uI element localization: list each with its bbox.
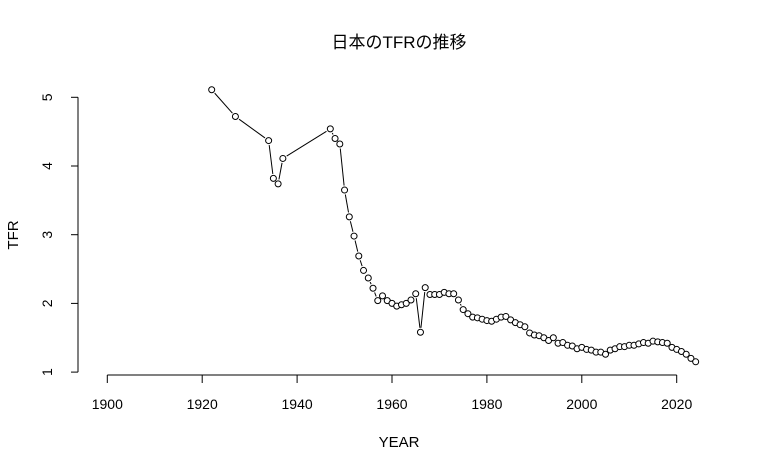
data-point: [331, 135, 339, 143]
line-segment: [349, 221, 354, 232]
data-point: [416, 328, 424, 336]
data-point: [663, 339, 671, 347]
data-point: [687, 354, 695, 362]
x-axis-label: YEAR: [379, 434, 420, 451]
x-tick-label: 2000: [566, 396, 597, 412]
data-point: [549, 334, 557, 342]
connecting-line-segments: [214, 92, 462, 328]
data-point: [269, 174, 277, 182]
data-point: [336, 140, 344, 148]
y-tick-label: 4: [39, 162, 55, 170]
line-segment: [331, 132, 334, 135]
line-segment: [268, 144, 274, 174]
line-segment: [354, 240, 359, 252]
data-point: [231, 113, 239, 121]
data-point: [279, 154, 287, 162]
line-segment: [420, 292, 426, 328]
x-tick-label: 2020: [661, 396, 692, 412]
line-segment: [415, 298, 421, 328]
data-point: [421, 284, 429, 292]
y-axis: 1 2 3 4 5: [39, 93, 79, 376]
data-point: [369, 284, 377, 292]
x-tick-label: 1960: [376, 396, 407, 412]
line-segment: [344, 194, 350, 213]
data-points: [208, 86, 700, 366]
data-point: [364, 274, 372, 282]
data-point: [412, 290, 420, 298]
data-point: [208, 86, 216, 94]
line-segment: [374, 292, 377, 297]
data-point: [682, 350, 690, 358]
data-point: [602, 350, 610, 358]
line-segment: [214, 92, 233, 114]
y-tick-label: 1: [39, 368, 55, 376]
data-point: [326, 125, 334, 133]
data-point: [402, 299, 410, 307]
data-point: [464, 310, 472, 318]
data-point: [407, 296, 415, 304]
line-segment: [238, 118, 266, 139]
x-tick-label: 1980: [471, 396, 502, 412]
line-segment: [459, 303, 462, 306]
data-point: [374, 297, 382, 305]
chart-title: 日本のTFRの推移: [331, 33, 466, 52]
data-point: [502, 312, 510, 320]
data-point: [521, 323, 529, 331]
data-point: [345, 213, 353, 221]
data-point: [355, 252, 363, 260]
data-point: [454, 296, 462, 304]
line-segment: [339, 148, 345, 186]
y-tick-label: 3: [39, 231, 55, 239]
data-point: [274, 180, 282, 188]
line-segment: [369, 281, 372, 285]
data-point: [360, 266, 368, 274]
line-segment: [286, 130, 327, 157]
data-point: [692, 358, 700, 366]
data-point: [265, 137, 273, 145]
y-axis-label: TFR: [5, 220, 22, 249]
data-point: [350, 232, 358, 240]
line-segment: [359, 260, 363, 267]
data-point: [459, 306, 467, 314]
x-tick-label: 1900: [92, 396, 123, 412]
x-tick-label: 1920: [187, 396, 218, 412]
line-segment: [278, 162, 283, 180]
y-tick-label: 2: [39, 299, 55, 307]
y-tick-label: 5: [39, 93, 55, 101]
x-tick-label: 1940: [282, 396, 313, 412]
x-axis: 1900 1920 1940 1960 1980 2000 2020: [92, 374, 692, 412]
data-point: [341, 186, 349, 194]
data-point: [450, 290, 458, 298]
data-point: [379, 292, 387, 300]
